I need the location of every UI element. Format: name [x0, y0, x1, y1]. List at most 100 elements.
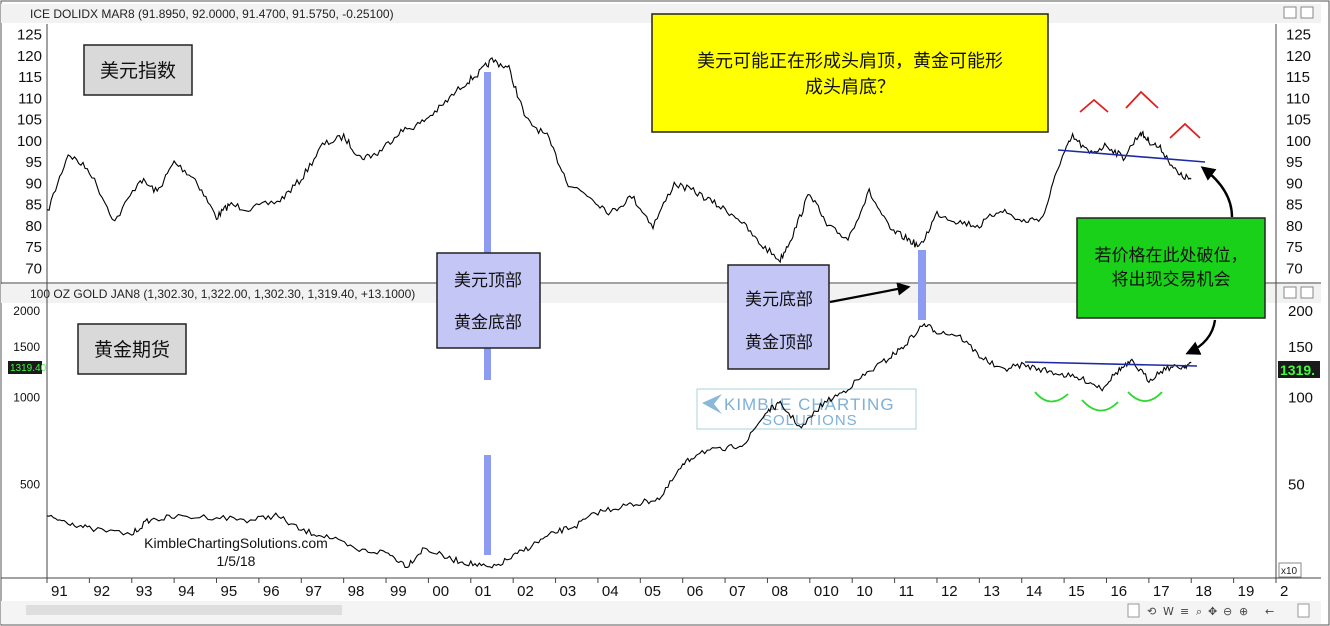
usd-index-series: [46, 57, 1192, 264]
top-y-tick-right: 110: [1286, 90, 1310, 107]
bottom-y-tick-right: 100: [1288, 390, 1313, 407]
scale-box: [1278, 562, 1302, 578]
box1-line2: 黄金底部: [454, 313, 522, 333]
top-y-tick-right: 95: [1286, 154, 1303, 171]
breakout-line2: 将出现交易机会: [1112, 270, 1231, 290]
x-tick-label: 15: [1068, 583, 1085, 600]
bottom-y-tick-right: 200: [1288, 303, 1313, 320]
x-tick-label: 19: [1238, 583, 1255, 600]
x-tick-label: 2: [1280, 583, 1288, 600]
marker-2001-bottom: [484, 455, 491, 555]
price-tag-right: 1319.: [1280, 362, 1315, 378]
toolbar-icons: ⟲ W ≡ ⌕ ✥ ⊖ ⊕ ←: [1127, 603, 1310, 618]
top-y-tick-left: 105: [17, 112, 42, 129]
bottom-panel-close-button[interactable]: [1300, 286, 1314, 299]
x-tick-label: 93: [136, 583, 153, 600]
x-axis-ticks: 91 92 93 94 95 96 97 98 99 00 01 02 03 04 05 06 07 08 010 1…: [46, 578, 1288, 600]
x-tick-label: 02: [517, 583, 534, 600]
top-y-axis-ticks: 125 125 120 120 115 115 110 110 105 105 100 100 95 95…: [17, 27, 1311, 278]
marker-2001-top: [484, 72, 491, 380]
top-y-tick-right: 105: [1286, 112, 1311, 129]
usd-label-box: [83, 44, 193, 96]
x-tick-label: 11: [899, 583, 915, 600]
top-note-line2: 成头肩底？: [805, 77, 895, 98]
x-tick-label: 04: [602, 583, 619, 600]
watermark-line2: SOLUTIONS: [762, 412, 858, 429]
watermark-line1: KIMBLE CHARTING: [724, 395, 895, 414]
x-tick-label: 010: [814, 583, 839, 600]
x-tick-label: 07: [729, 583, 746, 600]
zoom-in-icon[interactable]: ⊕: [1239, 605, 1248, 618]
top-y-tick-right: 125: [1286, 27, 1311, 44]
usd-top-gold-bottom-box: [436, 252, 541, 349]
menu-icon[interactable]: ≡: [1180, 605, 1189, 618]
top-y-tick-left: 100: [17, 133, 42, 150]
gold-right-shoulder: [1127, 391, 1163, 402]
top-y-tick-left: 80: [25, 218, 42, 235]
watermark-logo-icon: [702, 394, 722, 414]
usd-label: 美元指数: [100, 60, 176, 82]
x-tick-label: 05: [644, 583, 661, 600]
box2-line1: 美元底部: [745, 290, 813, 310]
scroll-right-button[interactable]: [1127, 603, 1140, 618]
usd-right-shoulder: [1169, 122, 1201, 139]
usd-head: [1125, 90, 1159, 109]
top-y-tick-left: 75: [25, 239, 42, 256]
x-tick-label: 00: [432, 583, 449, 600]
top-panel-restore-button[interactable]: [1283, 6, 1297, 19]
arrow-to-gold-neckline: [1185, 319, 1217, 355]
usd-bottom-gold-top-box: [727, 264, 830, 370]
gold-head: [1081, 399, 1119, 412]
x-tick-label: 12: [941, 583, 958, 600]
gold-futures-series: [46, 322, 1192, 569]
bottom-y-tick-left: 1000: [13, 391, 40, 405]
top-panel-close-button[interactable]: [1300, 6, 1314, 19]
refresh-icon[interactable]: ⟲: [1147, 605, 1156, 618]
x-tick-label: 08: [771, 583, 788, 600]
x-tick-label: 96: [263, 583, 280, 600]
x-tick-label: 91: [51, 583, 68, 600]
week-icon[interactable]: W: [1163, 605, 1174, 618]
top-y-tick-right: 115: [1286, 69, 1310, 86]
top-y-tick-right: 75: [1286, 239, 1303, 256]
top-y-tick-right: 100: [1286, 133, 1311, 150]
credit-site: KimbleChartingSolutions.com: [144, 535, 328, 551]
top-y-tick-left: 95: [25, 154, 42, 171]
top-y-tick-right: 80: [1286, 218, 1303, 235]
scale-label: x10: [1281, 566, 1298, 577]
x-tick-label: 03: [560, 583, 577, 600]
bottom-y-tick-left: 2000: [13, 304, 40, 318]
gold-neckline: [1024, 361, 1198, 367]
x-tick-label: 01: [475, 583, 492, 600]
bottom-panel-header: 100 OZ GOLD JAN8 (1,302.30, 1,322.00, 1,…: [30, 287, 415, 301]
x-tick-label: 13: [983, 583, 1000, 600]
top-y-tick-right: 85: [1286, 197, 1303, 214]
price-tag-left-bg: [8, 361, 42, 374]
breakout-line1: 若价格在此处破位，: [1095, 246, 1248, 266]
marker-2011: [918, 250, 926, 320]
arrow-to-usd-neckline: [1200, 166, 1234, 218]
bottom-y-tick-right: 50: [1288, 476, 1305, 493]
toolbar-settings-button[interactable]: [1297, 603, 1310, 618]
top-note-line1: 美元可能正在形成头肩顶，黄金可能形: [697, 51, 1003, 72]
x-tick-label: 95: [221, 583, 238, 600]
watermark-frame: [696, 388, 917, 430]
top-y-tick-left: 85: [25, 197, 42, 214]
bottom-header-bar: [1, 284, 1321, 303]
top-y-tick-left: 115: [18, 69, 42, 86]
top-panel-header: ICE DOLIDX MAR8 (91.8950, 92.0000, 91.47…: [30, 7, 394, 21]
zoom-out-icon[interactable]: ⊖: [1223, 605, 1232, 618]
x-tick-label: 17: [1153, 583, 1170, 600]
search-icon[interactable]: ⌕: [1196, 605, 1202, 618]
pan-icon[interactable]: ✥: [1208, 605, 1217, 618]
top-y-tick-right: 90: [1286, 175, 1303, 192]
scroll-left-icon[interactable]: ←: [1265, 605, 1274, 618]
bottom-y-tick-left: 500: [20, 477, 40, 491]
x-tick-label: 18: [1195, 583, 1212, 600]
x-tick-label: 16: [1110, 583, 1127, 600]
price-tag-right-bg: [1278, 361, 1320, 378]
scrollbar-track[interactable]: [26, 605, 342, 615]
bottom-panel-restore-button[interactable]: [1283, 286, 1297, 299]
